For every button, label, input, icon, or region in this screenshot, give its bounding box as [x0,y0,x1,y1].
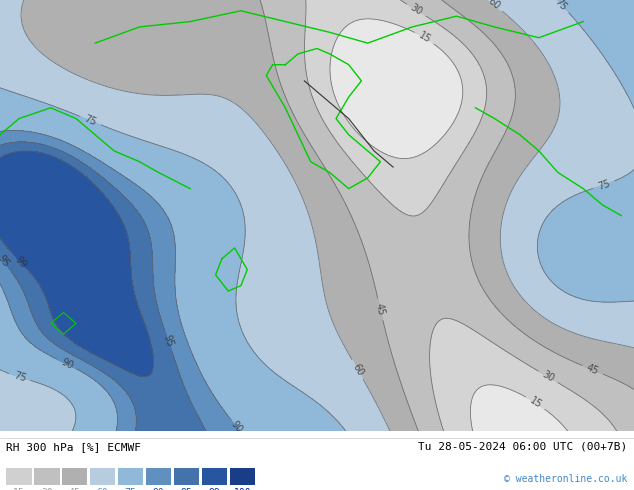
Bar [62,467,87,485]
Text: 75: 75 [596,178,611,192]
Text: 45: 45 [374,302,387,317]
Text: 45: 45 [69,488,81,490]
Text: 99: 99 [13,254,29,270]
Bar [202,467,227,485]
Text: 15: 15 [527,395,543,410]
Text: 75: 75 [553,0,569,12]
Text: 60: 60 [350,362,365,377]
Text: © weatheronline.co.uk: © weatheronline.co.uk [504,474,628,484]
Bar [34,467,60,485]
Text: 30: 30 [41,488,53,490]
Text: Tu 28-05-2024 06:00 UTC (00+7B): Tu 28-05-2024 06:00 UTC (00+7B) [418,442,628,452]
Text: 95: 95 [0,253,11,269]
Text: 60: 60 [486,0,501,12]
Bar [174,467,199,485]
Bar [90,467,115,485]
Bar [146,467,171,485]
Text: 15: 15 [417,30,432,45]
Text: 60: 60 [97,488,108,490]
Text: 45: 45 [585,363,600,377]
Text: 100: 100 [233,488,251,490]
Bar [118,467,143,485]
Text: 95: 95 [162,334,175,349]
Text: 75: 75 [12,370,27,384]
Text: 90: 90 [229,419,245,435]
Bar [6,467,32,485]
Text: RH 300 hPa [%] ECMWF: RH 300 hPa [%] ECMWF [6,442,141,452]
Text: 99: 99 [209,488,220,490]
Bar [230,467,255,485]
Text: 30: 30 [408,2,424,18]
Text: 30: 30 [540,369,556,384]
Text: 75: 75 [125,488,136,490]
Text: 95: 95 [181,488,192,490]
Text: 15: 15 [13,488,25,490]
Text: 90: 90 [153,488,164,490]
Text: 90: 90 [59,357,74,371]
Text: 75: 75 [83,114,98,127]
